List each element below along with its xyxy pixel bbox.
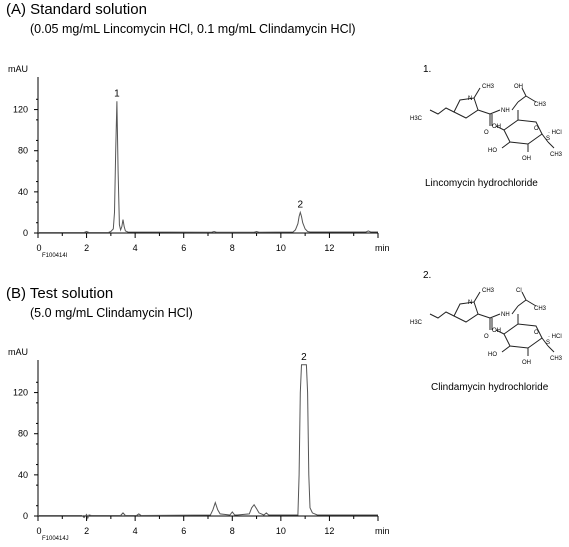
y-axis-label: mAU [8,347,28,357]
ch3-label-1: CH3 [482,84,495,90]
x-tick-label: 0 [36,526,41,536]
y-tick-label: 80 [18,146,28,156]
x-tick-label: 4 [133,526,138,536]
n-label-1: N [468,96,472,102]
compound-1-name: Lincomycin hydrochloride [425,178,538,189]
clindamycin-structure: H3C N CH3 O NH Cl CH3 OH HO OH O S CH3 ·… [410,288,563,366]
x-tick-label: 10 [276,526,286,536]
ho-ring-label-2: HO [488,352,497,358]
panel-b-subtitle: (5.0 mg/mL Clindamycin HCl) [30,306,193,320]
x-tick-label: 4 [133,243,138,253]
lincomycin-structure: H3C N CH3 O NH OH CH3 OH HO OH O S CH3 ·… [410,84,563,162]
figure-code: F100414J [42,536,69,542]
x-tick-label: 12 [324,243,334,253]
chromatogram-trace [38,364,378,520]
figure-code: F100414I [42,253,68,259]
cl-label-2: Cl [516,288,522,294]
oh-ring-label-1a: OH [492,124,501,130]
nh-label-2: NH [501,312,510,318]
hcl-label-1: · HCl [548,130,562,136]
ho-ring-label-1: HO [488,148,497,154]
x-axis-label: min [375,243,390,253]
nh-label-1: NH [501,108,510,114]
oh-ring-label-2b: OH [522,360,531,366]
x-tick-label: 8 [230,243,235,253]
peak-label: 2 [298,199,304,210]
y-tick-label: 80 [18,429,28,439]
o-label-2: O [484,334,489,340]
oh-ring-label-1b: OH [522,156,531,162]
o-label-1: O [484,130,489,136]
x-tick-label: 10 [276,243,286,253]
x-tick-label: 12 [324,526,334,536]
compound-1-number: 1. [423,64,432,75]
panel-a-subtitle: (0.05 mg/mL Lincomycin HCl, 0.1 mg/mL Cl… [30,22,356,36]
peak-label: 2 [301,352,307,363]
panel-a-title: (A) Standard solution [6,1,147,18]
x-tick-label: 2 [84,243,89,253]
y-tick-label: 40 [18,187,28,197]
y-tick-label: 0 [23,511,28,521]
compound-2-number: 2. [423,270,432,281]
ch3-side-label-1: CH3 [534,102,547,108]
x-tick-label: 6 [181,243,186,253]
peak-label: 1 [114,88,120,99]
s-label-1: S [546,136,550,142]
oh-ring-label-2a: OH [492,328,501,334]
ch3-s-label-1: CH3 [550,152,563,158]
o-ring-label-2: O [534,330,539,336]
ch3-side-label-2: CH3 [534,306,547,312]
x-tick-label: 6 [181,526,186,536]
y-tick-label: 120 [13,105,28,115]
y-axis-label: mAU [8,64,28,74]
panel-b-title: (B) Test solution [6,285,114,302]
oh-side-label-1: OH [514,84,523,90]
ch3-label-2: CH3 [482,288,495,294]
y-tick-label: 0 [23,228,28,238]
x-tick-label: 8 [230,526,235,536]
y-tick-label: 120 [13,388,28,398]
s-label-2: S [546,340,550,346]
h3c-label-1: H3C [410,116,423,122]
compound-2-name: Clindamycin hydrochloride [431,382,549,393]
x-tick-label: 0 [36,243,41,253]
h3c-label-2: H3C [410,320,423,326]
y-tick-label: 40 [18,470,28,480]
chromatogram-trace [38,101,378,233]
ch3-s-label-2: CH3 [550,356,563,362]
hcl-label-2: · HCl [548,334,562,340]
x-axis-label: min [375,526,390,536]
o-ring-label-1: O [534,126,539,132]
x-tick-label: 2 [84,526,89,536]
n-label-2: N [468,300,472,306]
chart-b-svg: 0 40 80 120 0 2 4 6 8 10 12 mAU min F100414J 2 [8,347,390,542]
